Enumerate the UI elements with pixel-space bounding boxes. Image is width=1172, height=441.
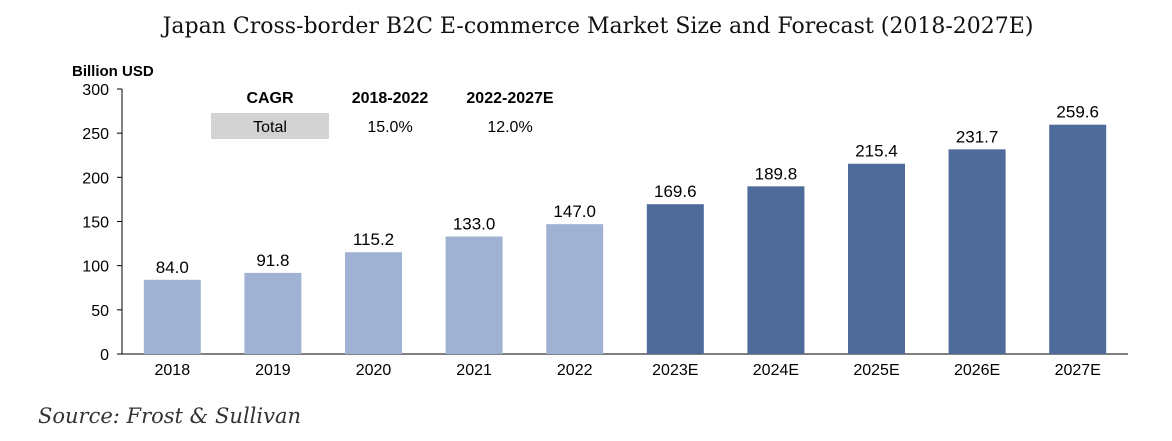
data-label-2019: 91.8: [256, 251, 289, 270]
value-labels: 84.0 91.8 115.2 133.0 147.0 169.6 189.8 215.4 23…: [156, 103, 1099, 277]
data-label-2021: 133.0: [453, 215, 496, 234]
y-tick-labels: 0 50 100 150 200 250 300: [82, 82, 109, 364]
bar-2026E: [948, 149, 1006, 354]
x-tick-label-2022: 2022: [557, 362, 593, 379]
y-tick-label: 300: [82, 82, 109, 99]
y-tick-label: 50: [91, 303, 109, 320]
x-tick-label-2025E: 2025E: [853, 362, 899, 379]
y-tick-label: 100: [82, 259, 109, 276]
x-tick-label-2021: 2021: [456, 362, 492, 379]
bar-2027E: [1049, 124, 1107, 354]
cagr-row-label-background: [211, 113, 329, 139]
y-axis-unit-label: Billion USD: [72, 63, 154, 80]
data-label-2022: 147.0: [553, 202, 596, 221]
cagr-table: CAGR 2018-2022 2022-2027E Total 15.0% 12…: [211, 90, 554, 139]
x-tick-label-2026E: 2026E: [954, 362, 1000, 379]
x-tick-labels: 2018 2019 2020 2021 2022 2023E 2024E 2025E 2026E…: [155, 362, 1101, 379]
x-tick-label-2024E: 2024E: [753, 362, 799, 379]
bar-2023E: [646, 204, 704, 354]
cagr-value-2: 12.0%: [487, 119, 532, 136]
source-note: Source: Frost & Sullivan: [38, 404, 301, 428]
cagr-row-label: Total: [253, 119, 287, 136]
y-tick-label: 250: [82, 126, 109, 143]
y-tick-label: 200: [82, 170, 109, 187]
data-label-2025E: 215.4: [855, 142, 898, 161]
data-label-2027E: 259.6: [1056, 103, 1099, 122]
x-tick-label-2020: 2020: [356, 362, 392, 379]
bar-2024E: [747, 186, 805, 354]
data-label-2020: 115.2: [353, 230, 394, 249]
data-label-2024E: 189.8: [755, 164, 798, 183]
bar-2021: [445, 236, 503, 354]
cagr-period-1-header: 2018-2022: [352, 90, 429, 107]
x-tick-label-2019: 2019: [255, 362, 291, 379]
data-label-2018: 84.0: [156, 258, 189, 277]
x-tick-label-2018: 2018: [155, 362, 191, 379]
bar-2019: [244, 272, 302, 354]
data-label-2023E: 169.6: [654, 182, 697, 201]
cagr-value-1: 15.0%: [367, 119, 412, 136]
cagr-period-2-header: 2022-2027E: [466, 90, 554, 107]
x-tick-label-2023E: 2023E: [652, 362, 698, 379]
chart-title: Japan Cross-border B2C E-commerce Market…: [161, 14, 1034, 39]
y-tick-label: 0: [100, 347, 109, 364]
data-label-2026E: 231.7: [956, 127, 999, 146]
x-tick-label-2027E: 2027E: [1055, 362, 1101, 379]
bars: [143, 124, 1107, 354]
bar-2020: [345, 252, 402, 354]
bar-2022: [546, 224, 604, 354]
bar-2018: [143, 279, 201, 354]
y-tick-label: 150: [82, 215, 109, 232]
bar-2025E: [848, 163, 905, 354]
cagr-header-label: CAGR: [246, 90, 294, 107]
